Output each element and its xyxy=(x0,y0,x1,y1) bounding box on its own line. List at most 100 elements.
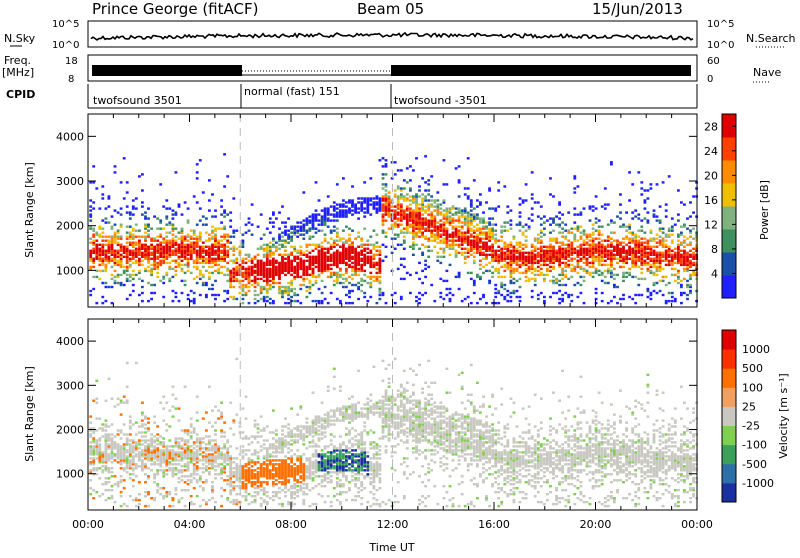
power-cell xyxy=(403,187,406,189)
power-cell xyxy=(342,282,345,284)
power-cell xyxy=(561,294,564,296)
power-cell xyxy=(351,199,354,201)
power-cell xyxy=(168,244,171,246)
power-cell xyxy=(138,258,141,260)
vel-cell xyxy=(123,443,126,445)
power-cell xyxy=(156,276,159,278)
power-cell xyxy=(662,280,665,282)
power-cell xyxy=(659,262,662,264)
power-cell xyxy=(424,264,427,266)
vel-cell xyxy=(89,487,92,489)
power-cell xyxy=(689,250,692,252)
power-cell xyxy=(580,211,583,213)
power-cell xyxy=(564,262,567,264)
power-cell xyxy=(168,278,171,280)
power-cell xyxy=(528,262,531,264)
power-cell xyxy=(491,207,494,209)
vel-cell xyxy=(159,487,162,489)
power-cell xyxy=(537,294,540,296)
power-cell xyxy=(674,274,677,276)
vel-cell xyxy=(120,505,123,507)
power-cell xyxy=(430,240,433,242)
colorbar-tick-label: 12 xyxy=(704,218,718,231)
power-cell xyxy=(616,262,619,264)
power-cell xyxy=(631,262,634,264)
power-cell xyxy=(449,288,452,290)
power-cell xyxy=(351,290,354,292)
power-cell xyxy=(470,244,473,246)
vel-cell xyxy=(178,469,181,471)
power-cell xyxy=(464,248,467,250)
power-cell xyxy=(141,286,144,288)
power-cell xyxy=(467,272,470,274)
power-cell xyxy=(628,232,631,234)
vel-cell xyxy=(144,445,147,447)
power-cell xyxy=(105,236,108,238)
power-cell xyxy=(199,278,202,280)
vel-cell xyxy=(135,433,138,435)
power-cell xyxy=(464,207,467,209)
vel-cell xyxy=(92,467,95,469)
power-cell xyxy=(680,292,683,294)
power-cell xyxy=(302,224,305,226)
power-cell xyxy=(403,258,406,260)
power-cell xyxy=(342,242,345,244)
vel-cell xyxy=(175,407,178,409)
power-cell xyxy=(665,203,668,205)
power-cell xyxy=(628,238,631,240)
power-cell xyxy=(516,268,519,270)
power-cell xyxy=(595,207,598,209)
power-cell xyxy=(525,262,528,264)
power-cell xyxy=(324,207,327,209)
power-cell xyxy=(564,236,567,238)
vel-cell xyxy=(199,453,202,455)
power-cell xyxy=(248,260,251,262)
nsky-series xyxy=(91,33,693,40)
power-cell xyxy=(421,193,424,195)
power-cell xyxy=(644,246,647,248)
power-cell xyxy=(187,270,190,272)
vel-cell xyxy=(162,449,165,451)
power-cell xyxy=(181,236,184,238)
power-cell xyxy=(175,248,178,250)
power-cell xyxy=(138,175,141,177)
vel-cell xyxy=(98,437,101,439)
power-cell xyxy=(598,270,601,272)
power-cell xyxy=(519,244,522,246)
vel-cell xyxy=(156,433,159,435)
power-cell xyxy=(409,203,412,205)
vel-cell xyxy=(168,505,171,507)
power-cell xyxy=(485,270,488,272)
power-cell xyxy=(223,274,226,276)
power-cell xyxy=(403,179,406,181)
power-cell xyxy=(540,240,543,242)
colorbar-segment xyxy=(722,160,736,184)
power-cell xyxy=(598,226,601,228)
power-cell xyxy=(397,224,400,226)
power-cell xyxy=(382,260,385,262)
power-cell xyxy=(348,238,351,240)
power-cell xyxy=(202,274,205,276)
vel-cell xyxy=(132,473,135,475)
power-cell xyxy=(619,211,622,213)
power-cell xyxy=(391,209,394,211)
power-cell xyxy=(394,209,397,211)
power-cell xyxy=(260,298,263,300)
power-cell xyxy=(561,236,564,238)
power-cell xyxy=(287,234,290,236)
vel-cell xyxy=(132,485,135,487)
power-cell xyxy=(342,262,345,264)
power-cell xyxy=(424,292,427,294)
power-cell xyxy=(284,286,287,288)
power-cell xyxy=(360,244,363,246)
power-cell xyxy=(193,278,196,280)
power-cell xyxy=(637,217,640,219)
power-cell xyxy=(327,302,330,304)
power-cell xyxy=(564,270,567,272)
power-cell xyxy=(105,300,108,302)
power-cell xyxy=(680,201,683,203)
power-cell xyxy=(312,244,315,246)
power-cell xyxy=(607,224,610,226)
power-cell xyxy=(101,232,104,234)
power-cell xyxy=(421,282,424,284)
